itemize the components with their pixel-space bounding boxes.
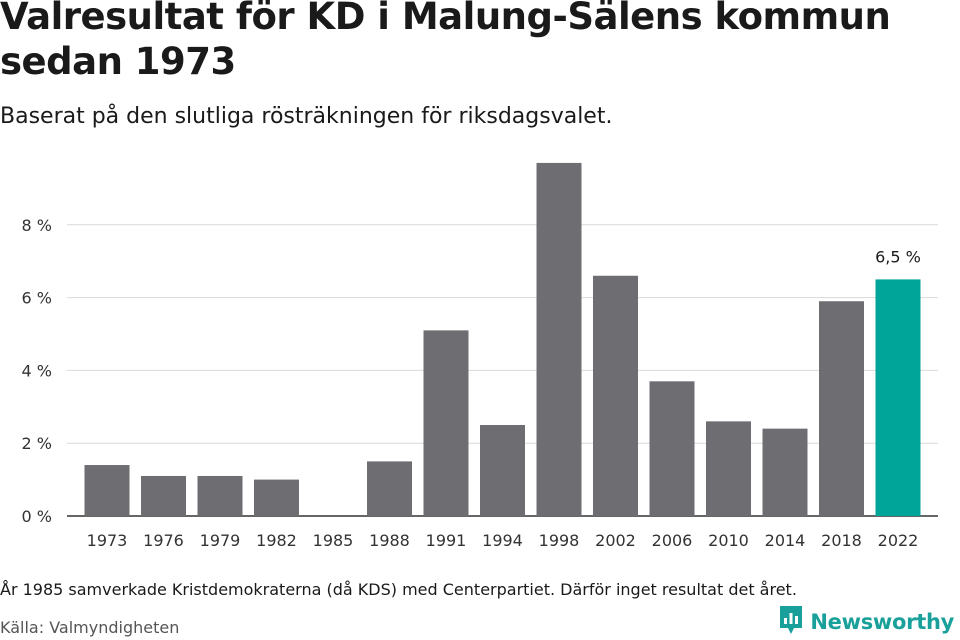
x-tick-label: 2022: [878, 531, 919, 550]
bar-2018: [819, 301, 864, 516]
bar-2006: [649, 381, 695, 516]
bar-2014: [762, 428, 808, 516]
x-tick-label: 1998: [539, 531, 580, 550]
x-tick-label: 2018: [821, 531, 862, 550]
brand-name: Newsworthy: [810, 610, 954, 634]
bar-chart: 0 % 2 % 4 % 6 % 8 % 1973 1976 1979 1982 1985 1988…: [22, 162, 938, 550]
y-tick-label: 8 %: [22, 216, 52, 235]
bar-2022: [875, 279, 921, 516]
x-tick-label: 2006: [652, 531, 693, 550]
y-tick-label: 6 %: [22, 289, 52, 308]
x-tick-label: 1973: [87, 531, 128, 550]
x-tick-label: 1994: [482, 531, 523, 550]
bar-1976: [141, 475, 186, 516]
footnote: År 1985 samverkade Kristdemokraterna (då…: [0, 580, 797, 599]
x-axis-ticks: 1973 1976 1979 1982 1985 1988 1991 1994 1998 2002…: [87, 531, 919, 550]
y-tick-label: 2 %: [22, 434, 52, 453]
x-tick-label: 1982: [256, 531, 297, 550]
y-tick-label: 0 %: [22, 507, 52, 526]
source-text: Källa: Valmyndigheten: [0, 618, 180, 637]
x-tick-label: 1979: [200, 531, 241, 550]
bar-2010: [706, 421, 751, 516]
bar-1982: [254, 479, 299, 516]
chart-title: Valresultat för KD i Malung-Sälens kommu…: [0, 0, 891, 83]
y-tick-label: 4 %: [22, 361, 52, 380]
x-tick-label: 2002: [595, 531, 636, 550]
x-tick-label: 2010: [708, 531, 749, 550]
chart-subtitle: Baserat på den slutliga rösträkningen fö…: [0, 104, 613, 129]
brand-logo[interactable]: Newsworthy: [778, 606, 954, 638]
x-tick-label: 1991: [426, 531, 467, 550]
data-labels: 6,5 %: [875, 247, 921, 266]
bars: [84, 162, 921, 517]
bar-1988: [367, 461, 412, 516]
bar-1973: [84, 465, 130, 516]
y-axis-ticks: 0 % 2 % 4 % 6 % 8 %: [22, 216, 52, 526]
x-tick-label: 1976: [143, 531, 184, 550]
bar-2002: [593, 275, 638, 516]
data-label: 6,5 %: [875, 247, 921, 266]
x-tick-label: 1985: [313, 531, 354, 550]
bar-1994: [480, 425, 525, 516]
x-tick-label: 2014: [765, 531, 806, 550]
bar-chart-logo-icon: [778, 604, 804, 640]
bar-1979: [197, 475, 243, 516]
x-tick-label: 1988: [369, 531, 410, 550]
bar-1998: [536, 162, 582, 517]
bar-1991: [423, 330, 469, 516]
